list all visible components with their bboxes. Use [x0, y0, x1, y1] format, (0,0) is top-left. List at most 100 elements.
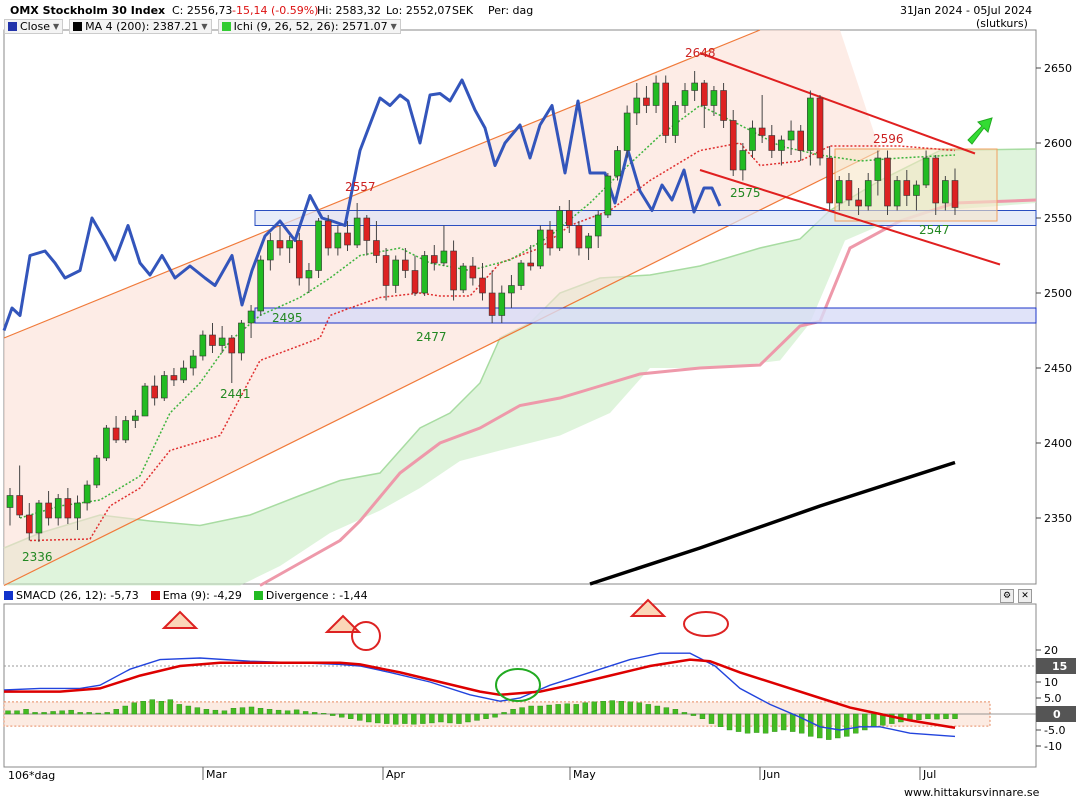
wrench-icon[interactable]: ⚙	[1000, 589, 1014, 603]
divergence-bar	[429, 713, 435, 724]
candle-body	[315, 220, 322, 271]
divergence-bar	[492, 713, 498, 718]
divergence-bar	[573, 704, 579, 715]
candle-body	[604, 175, 612, 216]
low-value: Lo: 2552,07	[386, 4, 452, 17]
candle-body	[257, 259, 265, 312]
chevron-down-icon: ▼	[390, 22, 397, 31]
peak-triangle-icon	[629, 598, 667, 617]
index-title: OMX Stockholm 30 Index	[10, 4, 166, 17]
price-annotation: 2336	[22, 550, 53, 564]
divergence-bar	[789, 713, 796, 732]
candle-body	[652, 82, 660, 106]
divergence-bar	[104, 712, 110, 715]
candle-body	[537, 229, 544, 267]
divergence-bar	[14, 710, 20, 715]
candle-body	[884, 157, 891, 207]
divergence-bar	[23, 709, 29, 715]
divergence-bar	[266, 709, 273, 715]
legend-close[interactable]: Close ▼	[4, 19, 64, 34]
legend-smacd[interactable]: SMACD (26, 12): -5,73	[4, 589, 139, 602]
ema-line	[4, 658, 956, 729]
y-tick-label: 10	[1044, 676, 1058, 689]
candle-body	[874, 157, 882, 181]
close-icon[interactable]: ✕	[1018, 589, 1032, 603]
divergence-bar	[411, 713, 417, 725]
candle-body	[238, 322, 245, 354]
legend-ma[interactable]: MA 4 (200): 2387.21 ▼	[69, 19, 212, 34]
falling-support-line	[699, 169, 1001, 266]
close-note: (slutkurs)	[976, 17, 1028, 30]
candle-body	[816, 97, 824, 159]
price-annotation: 2477	[416, 330, 447, 344]
divergence-bar	[762, 713, 769, 734]
candle-body	[450, 250, 457, 291]
divergence-bar	[600, 701, 606, 715]
x-tick-label: Apr	[386, 768, 406, 781]
divergence-bar	[158, 701, 165, 715]
cloud-upper-line	[3, 148, 1037, 549]
candle-body	[199, 334, 207, 357]
smacd-value-label: 15	[1052, 660, 1067, 673]
divergence-bar	[609, 700, 615, 715]
divergence-bar	[348, 713, 354, 720]
legend-smacd-label: SMACD (26, 12): -5,73	[16, 589, 139, 602]
zero-value-label: 0	[1053, 708, 1061, 721]
legend-ichi[interactable]: Ichi (9, 26, 52, 26): 2571.07 ▼	[217, 19, 401, 34]
candle-body	[363, 217, 371, 241]
chevron-down-icon: ▼	[201, 22, 208, 31]
divergence-bar	[889, 713, 895, 724]
candle-body	[672, 105, 679, 136]
divergence-bar	[546, 704, 552, 715]
candle-body	[469, 265, 477, 279]
candle-body	[382, 255, 390, 286]
divergence-bar	[393, 713, 399, 725]
divergence-bar	[925, 713, 931, 720]
candle-body	[729, 120, 737, 171]
candle-body	[180, 367, 187, 381]
candle-body	[546, 229, 554, 249]
divergence-bar	[339, 713, 345, 718]
divergence-bar	[483, 713, 489, 720]
y-tick-label: -5.0	[1044, 724, 1065, 737]
divergence-bar	[239, 707, 246, 715]
legend-ema[interactable]: Ema (9): -4,29	[150, 589, 242, 602]
peak-triangle-icon	[161, 610, 199, 629]
candle-body	[93, 457, 101, 486]
divergence-bar	[375, 713, 381, 724]
divergence-bar	[672, 709, 679, 715]
divergence-bar	[537, 705, 543, 715]
divergence-bar	[185, 705, 192, 715]
divergence-bar	[744, 713, 751, 734]
candle-body	[893, 180, 901, 207]
legend-divergence[interactable]: Divergence : -1,44	[253, 589, 368, 602]
candle-body	[421, 255, 428, 294]
divergence-bar	[627, 701, 634, 715]
legend-close-label: Close	[20, 20, 50, 33]
candle-body	[402, 259, 409, 271]
divergence-bar	[780, 713, 787, 731]
price-annotation: 2596	[873, 132, 904, 146]
candle-body	[122, 420, 130, 441]
candle-body	[170, 375, 178, 381]
divergence-bar	[357, 713, 363, 721]
price-annotation: 2547	[919, 223, 950, 237]
candle-body	[373, 240, 380, 256]
divergence-bar	[771, 713, 778, 732]
divergence-bar	[618, 701, 624, 715]
divergence-bar	[753, 713, 760, 733]
smacd-value-box	[1036, 658, 1076, 674]
divergence-bar	[311, 712, 318, 715]
candle-body	[209, 334, 216, 346]
candle-body	[855, 199, 862, 207]
divergence-bar	[726, 713, 733, 731]
divergence-bar	[167, 699, 174, 715]
x-tick-label: May	[573, 768, 596, 781]
divergence-bar	[555, 704, 561, 715]
upper-legend: Close ▼ MA 4 (200): 2387.21 ▼ Ichi (9, 2…	[4, 19, 401, 34]
period-label: Per: dag	[488, 4, 534, 17]
candle-body	[681, 90, 689, 106]
candle-body	[35, 502, 43, 534]
divergence-bar	[807, 713, 814, 737]
